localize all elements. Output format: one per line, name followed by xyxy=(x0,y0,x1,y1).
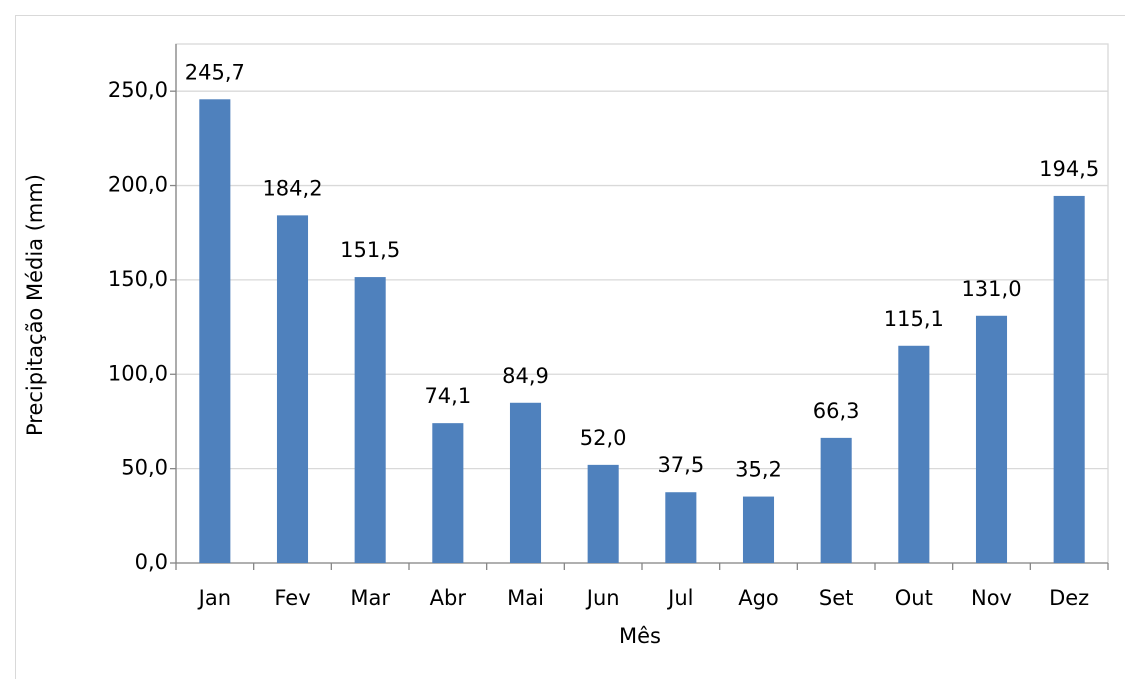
x-tick-label: Ago xyxy=(738,586,779,610)
bar xyxy=(665,492,697,563)
y-tick-label: 200,0 xyxy=(108,173,168,197)
data-label: 52,0 xyxy=(580,426,627,450)
x-tick-label: Abr xyxy=(430,586,467,610)
bar xyxy=(354,277,386,563)
data-label: 115,1 xyxy=(884,307,944,331)
x-tick-label: Set xyxy=(819,586,853,610)
data-label: 131,0 xyxy=(961,277,1021,301)
data-label: 184,2 xyxy=(262,176,322,200)
bar xyxy=(276,215,309,563)
bar xyxy=(975,315,1008,563)
y-tick-label: 0,0 xyxy=(135,550,168,574)
data-label: 194,5 xyxy=(1039,157,1099,181)
x-tick-label: Mai xyxy=(507,586,544,610)
x-tick-label: Jul xyxy=(666,586,693,610)
y-tick-label: 50,0 xyxy=(121,456,168,480)
x-tick-label: Jan xyxy=(197,586,231,610)
bar xyxy=(587,464,619,563)
data-label: 74,1 xyxy=(424,384,471,408)
x-tick-label: Nov xyxy=(971,586,1012,610)
y-tick-label: 250,0 xyxy=(108,78,168,102)
x-tick-label: Fev xyxy=(274,586,310,610)
data-label: 66,3 xyxy=(813,399,860,423)
bar xyxy=(742,496,775,563)
y-axis-label: Precipitação Média (mm) xyxy=(23,174,47,436)
bar xyxy=(820,437,852,563)
x-axis-label: Mês xyxy=(619,624,661,648)
x-tick-label: Dez xyxy=(1049,586,1089,610)
x-tick-label: Out xyxy=(895,586,933,610)
bar xyxy=(432,423,464,563)
chart-border xyxy=(15,15,1125,679)
bar xyxy=(199,99,231,563)
data-label: 151,5 xyxy=(340,238,400,262)
x-tick-label: Jun xyxy=(585,586,620,610)
bar xyxy=(898,345,930,563)
data-label: 35,2 xyxy=(735,458,782,482)
data-label: 84,9 xyxy=(502,364,549,388)
bar xyxy=(1053,195,1085,563)
data-label: 245,7 xyxy=(185,60,245,84)
y-tick-label: 150,0 xyxy=(108,267,168,291)
bar xyxy=(509,402,542,563)
data-label: 37,5 xyxy=(657,453,704,477)
x-tick-label: Mar xyxy=(350,586,390,610)
plot-border xyxy=(175,43,1109,564)
y-tick-label: 100,0 xyxy=(108,361,168,385)
